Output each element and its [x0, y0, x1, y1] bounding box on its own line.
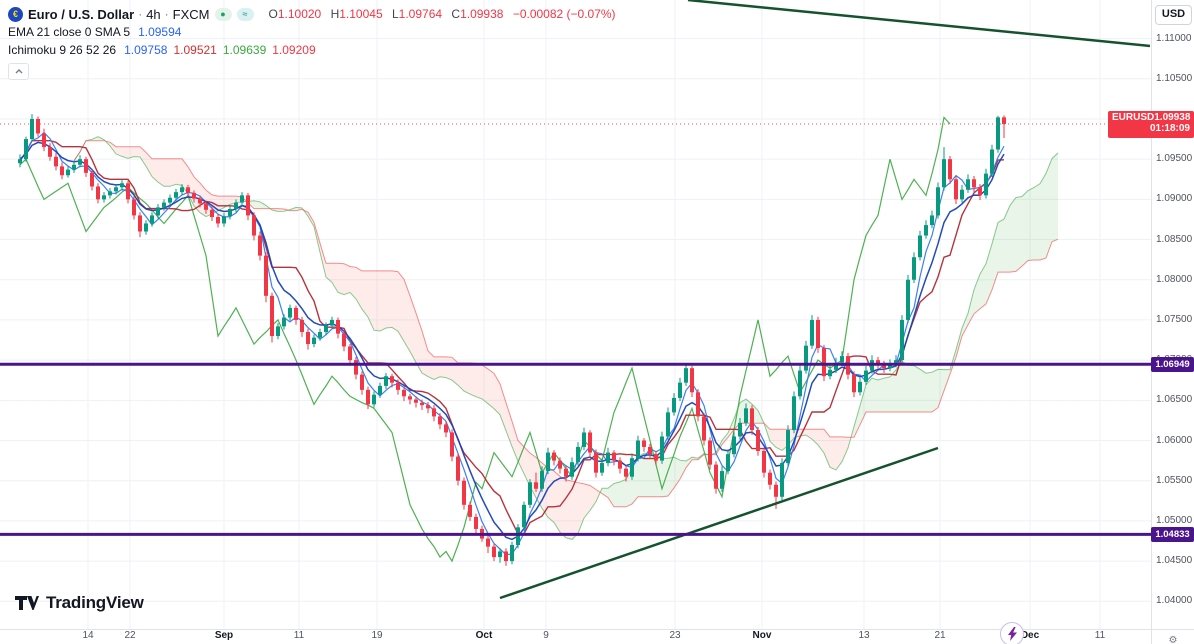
ichimoku-senkou-a-value: 1.09639: [222, 42, 267, 57]
ichimoku-senkou-b-value: 1.09209: [272, 42, 316, 57]
ichimoku-legend-row[interactable]: Ichimoku 9 26 52 26 1.09758 1.09521 1.09…: [8, 41, 616, 59]
price-axis-label: 1.08000: [1156, 273, 1193, 285]
axis-corner: ⚙: [1151, 629, 1194, 644]
ema-legend-row[interactable]: EMA 21 close 0 SMA 5 1.09594: [8, 23, 616, 41]
low-label: L: [391, 6, 399, 21]
price-chart-canvas[interactable]: [0, 0, 1152, 630]
senkou-b-line: [73, 140, 1059, 508]
time-axis-label[interactable]: 21: [934, 630, 946, 641]
high-value: 1.10045: [339, 6, 383, 21]
price-axis-label: 1.06500: [1156, 394, 1193, 406]
price-axis-label: 1.11000: [1156, 32, 1192, 44]
ema-indicator-value: 1.09594: [138, 24, 182, 39]
legend-collapse-button[interactable]: [8, 63, 29, 80]
chart-legend: € Euro / U.S. Dollar · 4h · FXCM ● ≈ O1.…: [8, 5, 616, 80]
price-axis-label: 1.09000: [1156, 193, 1193, 205]
bar-countdown: 01:18:09: [1149, 122, 1190, 134]
time-axis-label[interactable]: 14: [82, 630, 94, 641]
lightning-button[interactable]: [1000, 622, 1024, 644]
tenkan-sen-line: [19, 131, 1005, 556]
price-axis[interactable]: 1.04000 1.04500 1.05000 1.05500 1.06000 1.065…: [1151, 0, 1194, 630]
chevron-up-icon: [15, 69, 22, 74]
price-axis-label: 1.07500: [1156, 313, 1193, 325]
price-axis-label: 1.08500: [1156, 233, 1193, 245]
time-axis-label[interactable]: 11: [293, 630, 305, 641]
open-value: 1.10020: [277, 6, 322, 21]
change-value: −0.00082 (−0.07%): [512, 6, 616, 21]
time-axis-label[interactable]: 13: [858, 630, 870, 641]
ichimoku-indicator-name[interactable]: Ichimoku 9 26 52 26: [8, 42, 117, 57]
time-axis-label[interactable]: Sep: [214, 630, 234, 641]
price-axis-label: 1.06000: [1156, 434, 1193, 446]
trend-line[interactable]: [499, 446, 939, 600]
price-axis-label: 1.05000: [1156, 514, 1193, 526]
time-axis-label[interactable]: 22: [124, 630, 136, 641]
symbol-legend-row[interactable]: € Euro / U.S. Dollar · 4h · FXCM ● ≈ O1.…: [8, 5, 616, 23]
exchange-label[interactable]: FXCM: [172, 6, 210, 22]
ema-line: [19, 141, 1005, 541]
time-axis-label[interactable]: Nov: [752, 630, 772, 641]
level-price-chip: 1.04833: [1151, 526, 1194, 542]
symbol-title[interactable]: Euro / U.S. Dollar: [28, 6, 135, 22]
last-price-symbol: EURUSD: [1112, 111, 1155, 123]
interval-label[interactable]: 4h: [146, 6, 161, 22]
time-axis-label[interactable]: 19: [371, 630, 383, 641]
market-status-icon[interactable]: ●: [214, 7, 232, 21]
price-axis-label: 1.10500: [1156, 72, 1193, 84]
tradingview-wordmark: TradingView: [46, 593, 144, 612]
high-label: H: [330, 6, 340, 21]
kijun-sen-line: [19, 139, 1005, 535]
eurusd-pair-icon: €: [8, 6, 23, 22]
time-axis-label[interactable]: Dec: [1020, 630, 1040, 641]
chikou-span-line: [19, 116, 951, 563]
ichimoku-tenkan-value: 1.09758: [124, 42, 168, 57]
last-price-chip: EURUSD 1.09938 01:18:09: [1108, 110, 1194, 138]
ohlc-readout: O1.10020 H1.10045 L1.09764 C1.09938 −0.0…: [263, 6, 616, 23]
time-axis-label[interactable]: 11: [1094, 630, 1106, 641]
lightning-icon: [1007, 627, 1017, 641]
last-price-value: 1.09938: [1154, 111, 1191, 123]
open-label: O: [268, 6, 278, 21]
title-separator: ·: [138, 6, 143, 21]
time-axis-label[interactable]: 9: [543, 630, 549, 641]
time-axis[interactable]: 14 22 Sep 11 19 Oct 9 23 Nov 13 21 Dec 11: [0, 629, 1152, 644]
price-axis-label: 1.05500: [1156, 474, 1193, 486]
currency-button[interactable]: USD: [1155, 5, 1192, 25]
price-axis-label: 1.09500: [1156, 153, 1193, 165]
trend-line[interactable]: [687, 0, 1151, 48]
level-price-chip: 1.06949: [1151, 356, 1194, 372]
price-axis-label: 1.04000: [1156, 595, 1193, 607]
close-value: 1.09938: [460, 6, 504, 21]
tradingview-logo[interactable]: TradingView: [14, 593, 144, 613]
gear-icon[interactable]: ⚙: [1168, 635, 1178, 644]
title-separator: ·: [164, 6, 169, 21]
time-axis-label[interactable]: 23: [669, 630, 681, 641]
close-label: C: [451, 6, 461, 21]
tradingview-logo-icon: [15, 596, 39, 610]
price-axis-label: 1.04500: [1156, 555, 1193, 567]
ema-indicator-name[interactable]: EMA 21 close 0 SMA 5: [8, 24, 131, 39]
delayed-data-icon[interactable]: ≈: [236, 7, 254, 21]
senkou-a-line: [73, 136, 1059, 540]
candlesticks: [18, 114, 1006, 566]
ichimoku-kijun-value: 1.09521: [173, 42, 217, 57]
grid-lines: [0, 0, 1152, 630]
low-value: 1.09764: [398, 6, 443, 21]
time-axis-label[interactable]: Oct: [475, 630, 493, 641]
